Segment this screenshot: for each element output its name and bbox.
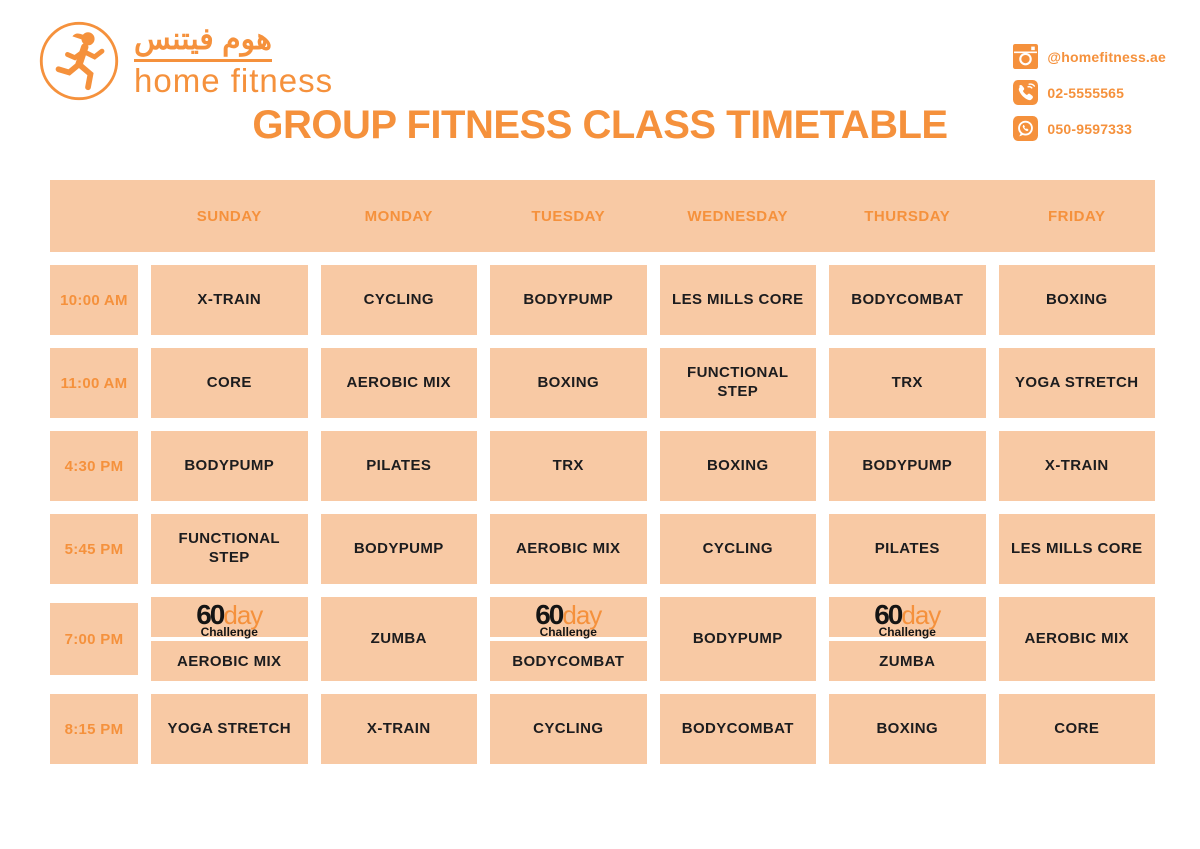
class-cell: BOXING xyxy=(829,694,986,764)
timetable-row: 11:00 AM CORE AEROBIC MIX BOXING FUNCTIONAL … xyxy=(50,348,1155,418)
timetable: SUNDAY MONDAY TUESDAY WEDNESDAY THURSDAY FRID… xyxy=(50,180,1155,764)
time-label: 5:45 PM xyxy=(50,514,138,584)
class-cell: BODYPUMP xyxy=(151,431,308,501)
contact-whatsapp: 050-9597333 xyxy=(1013,116,1166,141)
timetable-row: 7:00 PM 60day Challenge AEROBIC MIX ZUMBA 60d… xyxy=(50,597,1155,681)
class-cell: LES MILLS CORE xyxy=(998,514,1155,584)
class-cell: CYCLING xyxy=(490,694,647,764)
contact-instagram: @homefitness.ae xyxy=(1013,44,1166,69)
contact-phone: 02-5555565 xyxy=(1013,80,1166,105)
challenge-badge: 60day Challenge xyxy=(535,599,602,640)
class-cell: AEROBIC MIX xyxy=(320,348,477,418)
class-cell: CYCLING xyxy=(659,514,816,584)
challenge-sub: Challenge xyxy=(878,625,936,640)
brand-english-name: home fitness xyxy=(134,61,334,99)
day-header: SUNDAY xyxy=(196,207,262,225)
challenge-word: day xyxy=(901,599,941,630)
challenge-sub: Challenge xyxy=(539,625,597,640)
challenge-number: 60 xyxy=(196,598,225,630)
day-header: TUESDAY xyxy=(531,207,606,225)
class-cell: CORE xyxy=(998,694,1155,764)
instagram-icon xyxy=(1013,44,1039,69)
timetable-header: SUNDAY MONDAY TUESDAY WEDNESDAY THURSDAY FRID… xyxy=(50,180,1155,252)
class-cell: BODYPUMP xyxy=(829,431,986,501)
brand-arabic-name: هوم فيتنس xyxy=(134,23,272,62)
class-cell: CYCLING xyxy=(320,265,477,335)
class-cell: FUNCTIONAL STEP xyxy=(659,348,816,418)
class-cell: BOXING xyxy=(998,265,1155,335)
timetable-body: 10:00 AM X-TRAIN CYCLING BODYPUMP LES MILLS … xyxy=(50,265,1155,764)
class-cell: BODYPUMP xyxy=(490,265,647,335)
day-header: WEDNESDAY xyxy=(687,207,789,225)
whatsapp-icon xyxy=(1013,116,1039,141)
challenge-box: 60day Challenge xyxy=(151,597,308,640)
class-cell: BODYCOMBAT xyxy=(659,694,816,764)
challenge-number: 60 xyxy=(874,598,903,630)
class-cell: ZUMBA xyxy=(320,597,477,681)
class-cell: PILATES xyxy=(829,514,986,584)
phone-number: 02-5555565 xyxy=(1047,84,1125,101)
class-cell: PILATES xyxy=(320,431,477,501)
class-cell: BOXING xyxy=(659,431,816,501)
class-cell: TRX xyxy=(829,348,986,418)
time-label: 11:00 AM xyxy=(50,348,138,418)
class-cell: CORE xyxy=(151,348,308,418)
timetable-row: 5:45 PM FUNCTIONAL STEP BODYPUMP AEROBIC MI… xyxy=(50,514,1155,584)
class-cell: X-TRAIN xyxy=(151,265,308,335)
timetable-row: 4:30 PM BODYPUMP PILATES TRX BOXING BODYPUMP X… xyxy=(50,431,1155,501)
brand-logo: هوم فيتنس home fitness xyxy=(38,20,333,102)
challenge-word: day xyxy=(562,599,602,630)
runner-logo-icon xyxy=(39,21,119,101)
class-cell: BOXING xyxy=(490,348,647,418)
day-header: FRIDAY xyxy=(1048,207,1106,225)
class-name: BODYCOMBAT xyxy=(490,641,647,681)
phone-icon xyxy=(1013,80,1039,105)
challenge-word: day xyxy=(223,599,263,630)
class-cell: X-TRAIN xyxy=(320,694,477,764)
class-cell: LES MILLS CORE xyxy=(659,265,816,335)
class-name: ZUMBA xyxy=(829,641,986,681)
class-cell-with-challenge: 60day Challenge AEROBIC MIX xyxy=(151,597,308,681)
class-cell: TRX xyxy=(490,431,647,501)
challenge-box: 60day Challenge xyxy=(829,597,986,640)
challenge-box: 60day Challenge xyxy=(490,597,647,640)
time-label: 7:00 PM xyxy=(50,603,138,675)
day-header: MONDAY xyxy=(364,207,433,225)
class-name: AEROBIC MIX xyxy=(151,641,308,681)
challenge-sub: Challenge xyxy=(200,625,258,640)
time-label: 8:15 PM xyxy=(50,694,138,764)
time-label: 10:00 AM xyxy=(50,265,138,335)
class-cell-with-challenge: 60day Challenge ZUMBA xyxy=(829,597,986,681)
challenge-number: 60 xyxy=(535,598,564,630)
challenge-badge: 60day Challenge xyxy=(196,599,263,640)
class-cell-with-challenge: 60day Challenge BODYCOMBAT xyxy=(490,597,647,681)
class-cell: BODYCOMBAT xyxy=(829,265,986,335)
time-label: 4:30 PM xyxy=(50,431,138,501)
page-title: GROUP FITNESS CLASS TIMETABLE xyxy=(252,103,948,147)
class-cell: AEROBIC MIX xyxy=(490,514,647,584)
whatsapp-number: 050-9597333 xyxy=(1047,120,1133,137)
class-cell: BODYPUMP xyxy=(320,514,477,584)
class-cell: FUNCTIONAL STEP xyxy=(151,514,308,584)
instagram-handle: @homefitness.ae xyxy=(1047,48,1166,65)
timetable-row: 10:00 AM X-TRAIN CYCLING BODYPUMP LES MILLS … xyxy=(50,265,1155,335)
class-cell: AEROBIC MIX xyxy=(998,597,1155,681)
class-cell: YOGA STRETCH xyxy=(151,694,308,764)
contact-block: @homefitness.ae 02-5555565 050-9597333 xyxy=(1013,44,1166,141)
day-header: THURSDAY xyxy=(864,207,951,225)
class-cell: YOGA STRETCH xyxy=(998,348,1155,418)
timetable-row: 8:15 PM YOGA STRETCH X-TRAIN CYCLING BODYCOM… xyxy=(50,694,1155,764)
challenge-badge: 60day Challenge xyxy=(874,599,941,640)
class-cell: BODYPUMP xyxy=(659,597,816,681)
class-cell: X-TRAIN xyxy=(998,431,1155,501)
